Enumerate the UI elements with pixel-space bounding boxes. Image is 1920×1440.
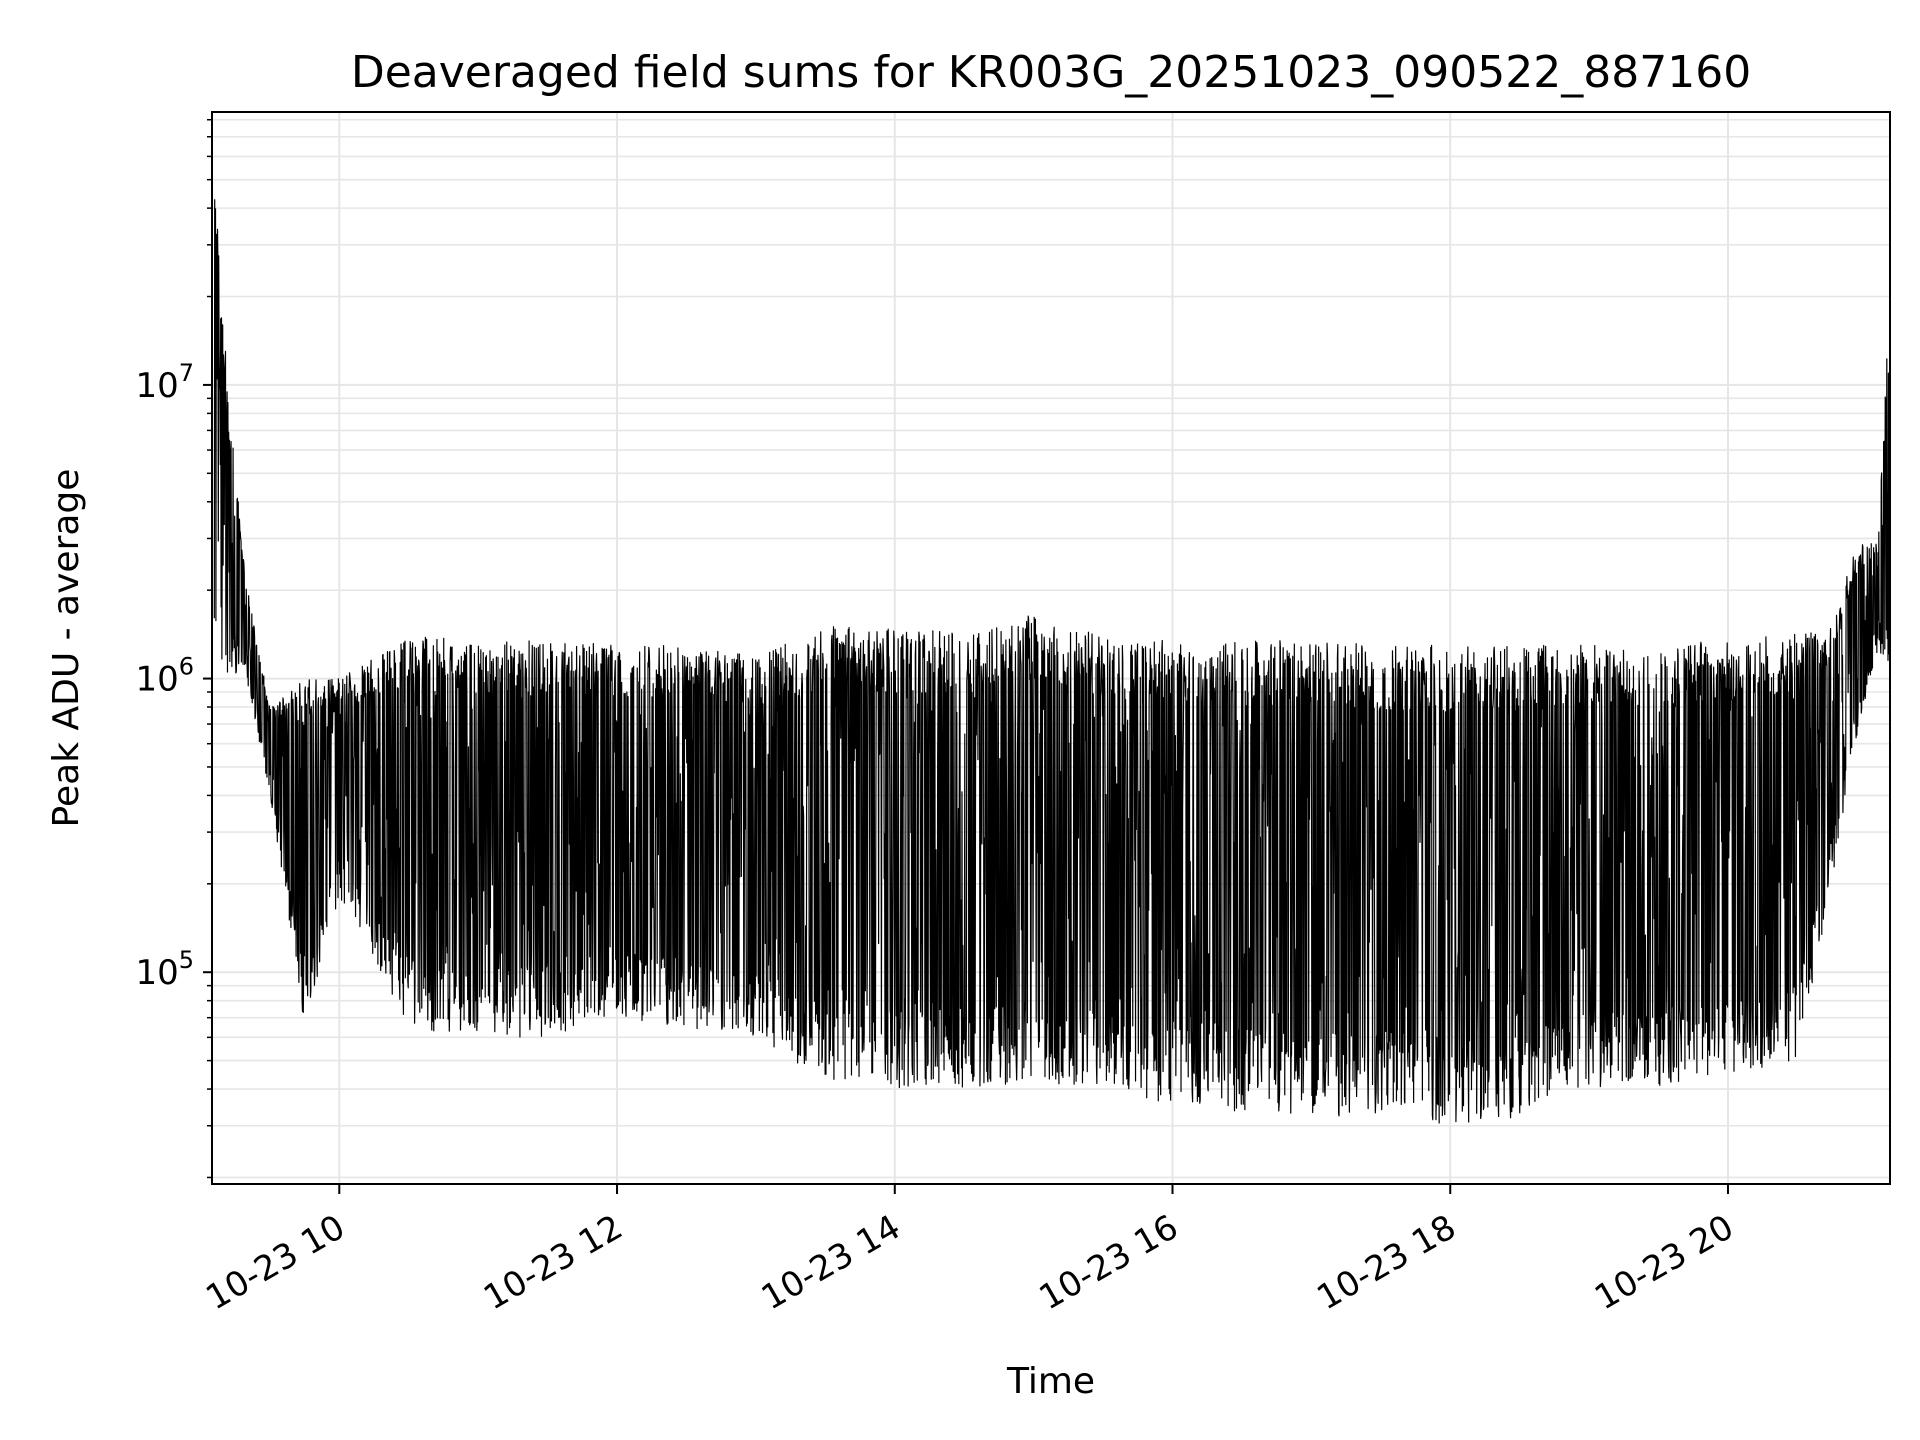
x-axis-label: Time	[1006, 1361, 1095, 1402]
plot-frame	[211, 111, 1891, 1185]
data-series	[213, 199, 1891, 1124]
series-line	[213, 199, 1891, 1124]
chart-title: Deaveraged field sums for KR003G_2025102…	[351, 47, 1751, 98]
y-tick-label: 105	[135, 946, 194, 993]
y-tick-label: 106	[135, 653, 194, 700]
y-axis-label: Peak ADU - average	[46, 469, 87, 828]
y-tick-label: 107	[135, 359, 194, 406]
